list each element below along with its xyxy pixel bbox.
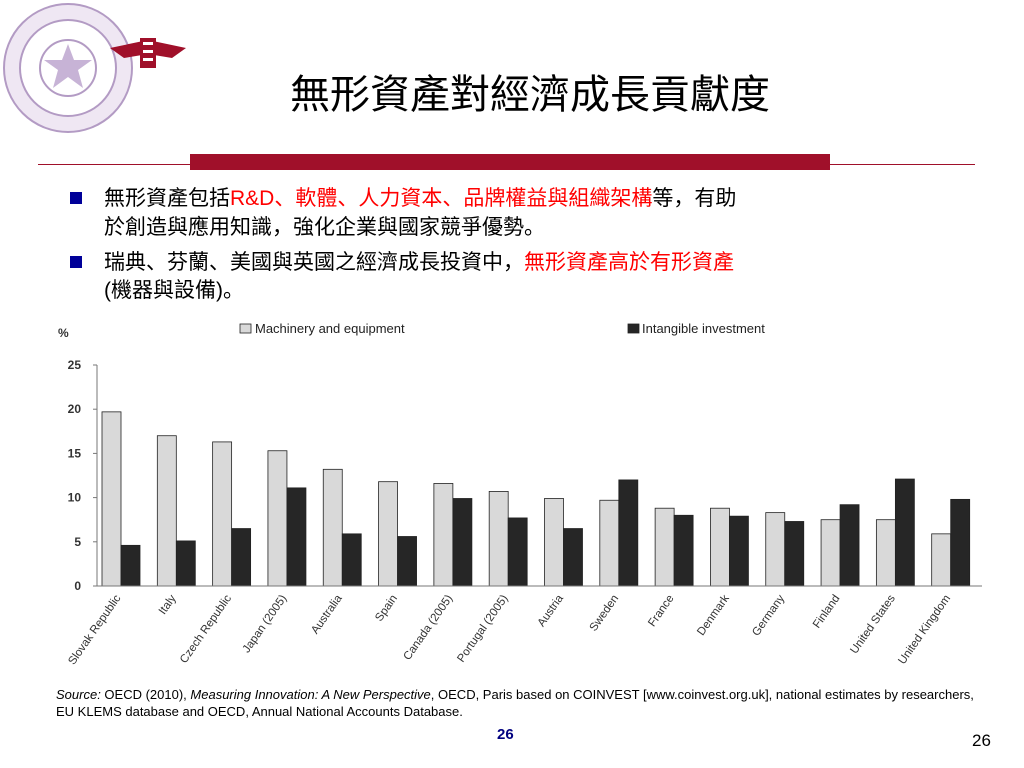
bar-machinery (156, 435, 177, 587)
y-tick-label: 5 (74, 535, 81, 549)
source-title: Measuring Innovation: A New Perspective (190, 687, 431, 702)
x-category-label: Austria (536, 592, 567, 629)
bar-intangible (175, 540, 196, 587)
y-tick-label: 10 (68, 491, 82, 505)
slide-title: 無形資產對經濟成長貢獻度 (290, 72, 770, 118)
bar-machinery (544, 498, 564, 587)
bar-intangible (120, 544, 141, 587)
bullet-2-line2-end: 。 (223, 278, 244, 302)
x-category-label: Australia (309, 592, 345, 636)
bar-machinery (322, 468, 343, 587)
bar-intangible (341, 533, 362, 587)
bar-intangible (839, 504, 860, 587)
y-tick-label: 20 (68, 402, 82, 416)
bullet-2-highlight: 無形資產高於有形資產 (524, 250, 734, 274)
bullet-2-line2: (機器與設備) (104, 279, 223, 302)
source-label: Source: (56, 687, 101, 702)
investment-bar-chart: % Machinery and equipment Intangible inv… (58, 321, 982, 668)
bullet-square-icon (70, 192, 82, 204)
bar-intangible (950, 498, 971, 587)
bar-intangible (618, 479, 639, 587)
bar-machinery (599, 499, 620, 587)
source-rest: , OECD, Paris based on COINVEST [www.coi… (56, 687, 974, 719)
bar-machinery (101, 411, 122, 587)
bar-machinery (820, 519, 841, 587)
bar-intangible (784, 521, 805, 587)
y-tick-label: 0 (74, 579, 81, 593)
chart-bars (101, 411, 971, 587)
bullet-1-highlight-rd: R&D (230, 187, 275, 210)
bar-machinery (378, 481, 398, 587)
bullet-2-pre: 瑞典、芬蘭、美國與英國之經濟成長投資中， (104, 250, 524, 274)
x-category-label: Portugal (2005) (455, 593, 510, 665)
university-logo (3, 3, 186, 133)
bullet-2-text: 瑞典、芬蘭、美國與英國之經濟成長投資中，無形資產高於有形資產 (機器與設備)。 (104, 248, 960, 305)
bar-intangible (507, 517, 528, 587)
bar-machinery (654, 507, 675, 587)
x-category-label: Japan (2005) (241, 593, 290, 656)
x-category-label: United Kingdom (896, 593, 953, 667)
page-number-center: 26 (497, 726, 514, 743)
x-category-label: United States (848, 593, 898, 657)
university-seal-icon (3, 3, 133, 133)
page-number-right: 26 (972, 731, 991, 750)
bar-intangible (397, 536, 417, 587)
x-category-label: Czech Republic (178, 593, 234, 666)
bar-intangible (894, 478, 915, 587)
bar-intangible (729, 515, 749, 587)
bar-intangible (452, 498, 473, 587)
bullet-item-1: 無形資產包括R&D、軟體、人力資本、品牌權益與組織架構等，有助於創造與應用知識，… (70, 184, 960, 241)
source-author: OECD (2010), (100, 687, 191, 702)
bullet-item-2: 瑞典、芬蘭、美國與英國之經濟成長投資中，無形資產高於有形資產 (機器與設備)。 (70, 248, 960, 305)
x-category-label: Slovak Republic (66, 593, 123, 668)
bar-machinery (931, 533, 952, 587)
x-category-label: Canada (2005) (401, 593, 455, 663)
bar-machinery (212, 441, 233, 587)
legend-swatch-machinery (239, 323, 252, 334)
y-tick-label: 25 (68, 358, 82, 372)
x-category-label: France (646, 593, 676, 629)
bullet-1-pre: 無形資產包括 (104, 186, 230, 210)
x-category-label: Germany (750, 593, 787, 639)
title-accent-bar (190, 154, 830, 170)
bullet-square-icon (70, 256, 82, 268)
bar-intangible (286, 487, 307, 587)
y-axis-unit-label: % (58, 326, 69, 340)
bar-intangible (673, 514, 694, 587)
y-tick-label: 15 (68, 446, 82, 460)
x-category-label: Sweden (588, 593, 622, 634)
bar-machinery (267, 450, 288, 587)
bar-machinery (488, 491, 509, 587)
bar-machinery (710, 507, 730, 587)
legend-label-intangible: Intangible investment (642, 321, 765, 336)
bar-machinery (875, 519, 896, 587)
legend-swatch-intangible (627, 323, 640, 334)
x-category-label: Italy (157, 593, 179, 617)
bar-intangible (563, 528, 583, 587)
chart-legend: Machinery and equipment Intangible inves… (239, 321, 765, 336)
source-note: Source: OECD (2010), Measuring Innovatio… (56, 686, 976, 720)
bullet-1-post: 等，有助 (652, 186, 737, 210)
bullet-1-line2: 於創造與應用知識，強化企業與國家競爭優勢。 (104, 215, 545, 239)
bar-intangible (231, 528, 252, 587)
bar-machinery (765, 512, 786, 587)
ntu-emblem-icon (110, 38, 186, 68)
bullet-1-text: 無形資產包括R&D、軟體、人力資本、品牌權益與組織架構等，有助於創造與應用知識，… (104, 184, 960, 241)
bullet-1-highlight: 、軟體、人力資本、品牌權益與組織架構 (274, 186, 653, 210)
x-category-label: Spain (373, 593, 400, 624)
legend-label-machinery: Machinery and equipment (255, 321, 405, 336)
bar-machinery (433, 483, 454, 587)
x-category-label: Denmark (695, 593, 732, 638)
x-category-label: Finland (811, 593, 842, 631)
